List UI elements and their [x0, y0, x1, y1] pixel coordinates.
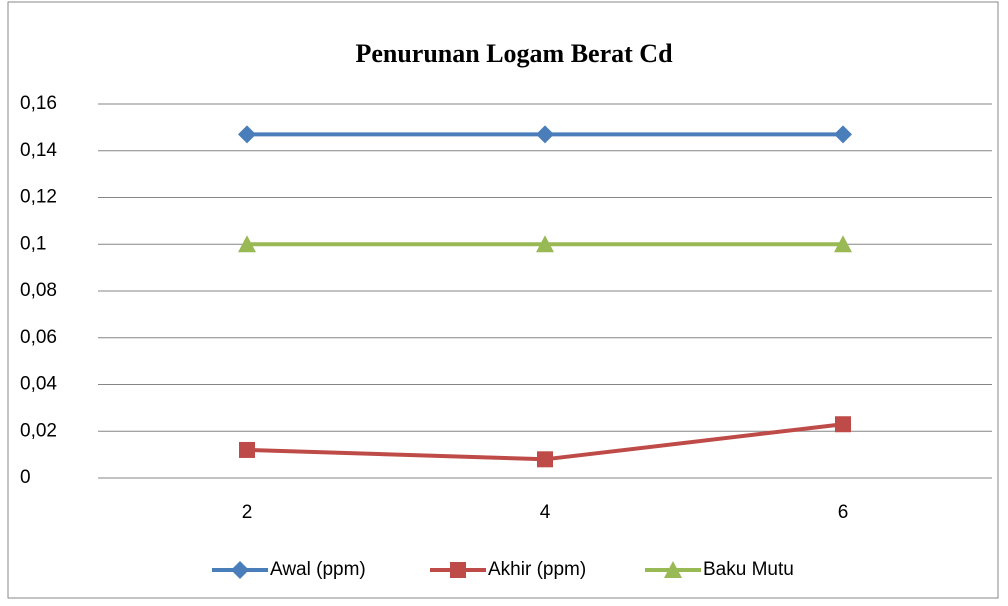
y-tick-label: 0,12 — [20, 187, 57, 208]
y-tick-label: 0,16 — [20, 93, 57, 114]
x-tick-label: 6 — [838, 502, 849, 523]
x-tick-label: 2 — [242, 502, 253, 523]
data-point — [238, 125, 256, 143]
legend-marker — [450, 562, 466, 578]
legend-label: Akhir (ppm) — [488, 559, 586, 580]
chart-title: Penurunan Logam Berat Cd — [355, 39, 673, 68]
y-tick-label: 0,14 — [20, 140, 57, 161]
y-tick-label: 0 — [20, 467, 31, 488]
y-tick-label: 0,04 — [20, 374, 57, 395]
data-point — [239, 442, 255, 458]
data-point — [835, 416, 851, 432]
legend-label: Awal (ppm) — [270, 559, 366, 580]
data-point — [536, 125, 554, 143]
y-tick-label: 0,02 — [20, 420, 57, 441]
legend-label: Baku Mutu — [703, 559, 794, 580]
y-tick-label: 0,1 — [20, 233, 46, 254]
x-tick-label: 4 — [540, 502, 551, 523]
data-point — [834, 125, 852, 143]
y-tick-label: 0,06 — [20, 327, 57, 348]
chart: Penurunan Logam Berat Cd 0 0,02 0,04 0,06 0,… — [0, 0, 1008, 601]
legend-marker — [231, 561, 249, 579]
y-tick-label: 0,08 — [20, 280, 57, 301]
chart-border — [8, 2, 998, 598]
data-point — [537, 451, 553, 467]
